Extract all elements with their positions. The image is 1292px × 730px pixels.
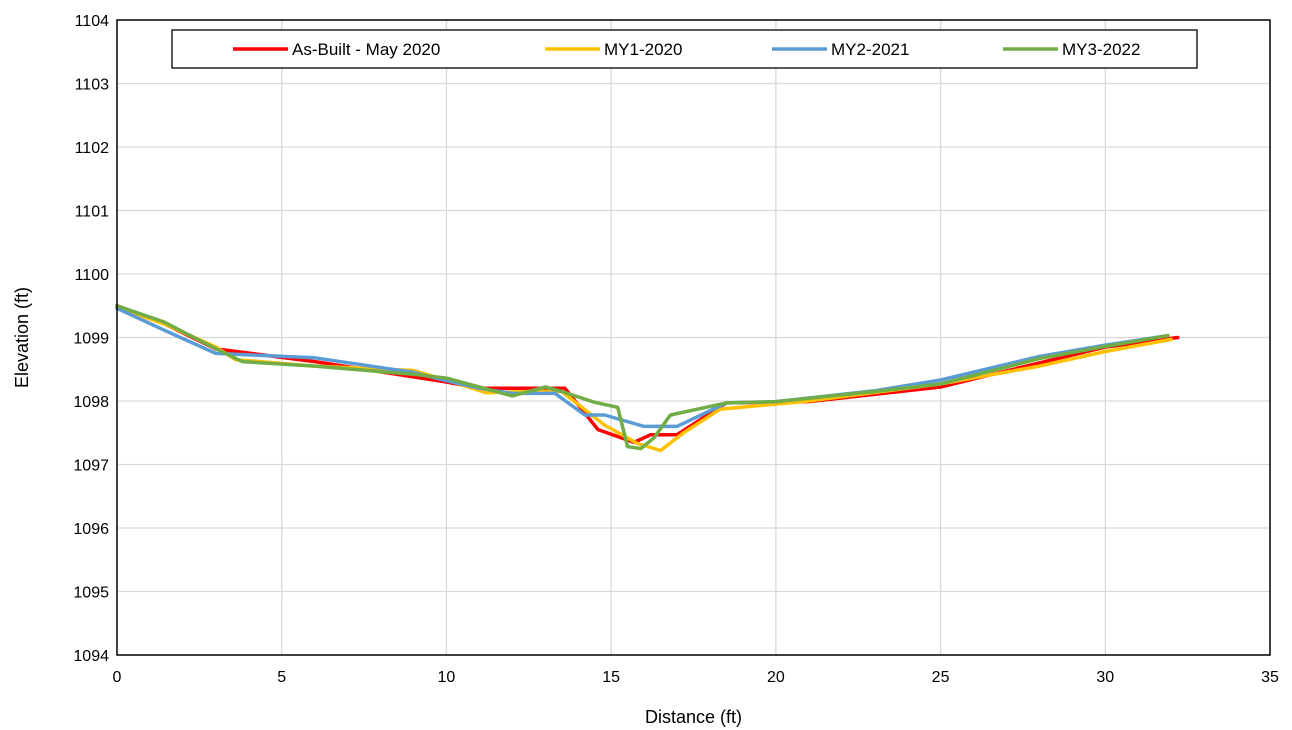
series-line-2 (115, 305, 1173, 453)
x-tick-label: 20 (767, 669, 785, 686)
x-tick-label: 25 (932, 669, 950, 686)
legend-label-1: As-Built - May 2020 (292, 40, 440, 59)
y-tick-label: 1102 (75, 140, 110, 157)
grid-layer (117, 20, 1270, 655)
legend: As-Built - May 2020 MY1-2020 MY2-2021 MY3-2… (171, 29, 1198, 69)
series-line-1 (115, 304, 1180, 445)
x-axis-title: Distance (ft) (645, 707, 742, 727)
y-tick-label: 1096 (73, 521, 109, 538)
y-axis-title: Elevation (ft) (12, 287, 32, 388)
y-tick-label: 1100 (75, 267, 110, 284)
series-line-3 (115, 306, 1170, 429)
x-tick-label: 35 (1261, 669, 1279, 686)
y-tick-label: 1095 (73, 585, 109, 602)
x-tick-label: 15 (602, 669, 620, 686)
plot-frame (116, 19, 1271, 656)
y-tick-label: 1104 (75, 13, 110, 30)
x-tick-label: 5 (277, 669, 286, 686)
tick-label-layer: 0 5 10 15 20 25 30 35 1094 1095 1096 1097 1098 1099 11… (73, 13, 1279, 686)
x-tick-label: 30 (1096, 669, 1114, 686)
series-layer (115, 304, 1180, 453)
x-tick-label: 10 (438, 669, 456, 686)
y-tick-label: 1097 (73, 458, 109, 475)
y-tick-label: 1103 (75, 77, 110, 94)
y-tick-label: 1101 (75, 204, 110, 221)
y-tick-label: 1098 (73, 394, 109, 411)
y-tick-label: 1099 (73, 331, 109, 348)
y-tick-label: 1094 (73, 648, 109, 665)
x-tick-label: 0 (113, 669, 122, 686)
legend-label-4: MY3-2022 (1062, 40, 1140, 59)
legend-label-2: MY1-2020 (604, 40, 682, 59)
legend-label-3: MY2-2021 (831, 40, 909, 59)
series-line-4 (115, 304, 1170, 451)
